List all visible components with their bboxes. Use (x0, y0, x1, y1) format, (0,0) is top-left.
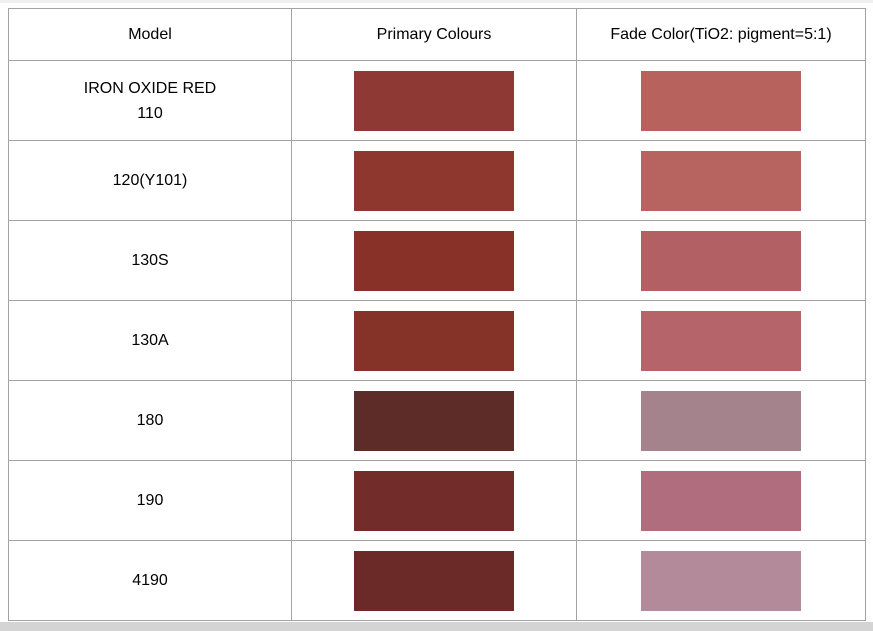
primary-colour-cell (291, 460, 577, 541)
primary-colour-swatch (354, 470, 514, 531)
primary-colour-cell (291, 60, 577, 141)
primary-colour-cell (291, 300, 577, 381)
header-model: Model (8, 8, 292, 61)
fade-colour-cell (576, 60, 866, 141)
model-cell: 120(Y101) (8, 140, 292, 221)
fade-colour-swatch (641, 310, 801, 371)
model-cell: IRON OXIDE RED 110 (8, 60, 292, 141)
top-edge-strip (0, 0, 873, 3)
table-row: 180 (8, 380, 866, 461)
fade-colour-swatch (641, 150, 801, 211)
table-row: 120(Y101) (8, 140, 866, 221)
fade-colour-cell (576, 380, 866, 461)
model-cell: 130S (8, 220, 292, 301)
fade-colour-cell (576, 540, 866, 621)
primary-colour-cell (291, 540, 577, 621)
fade-colour-cell (576, 460, 866, 541)
primary-colour-cell (291, 140, 577, 221)
primary-colour-swatch (354, 150, 514, 211)
model-cell: 130A (8, 300, 292, 381)
table-row: IRON OXIDE RED 110 (8, 60, 866, 141)
header-fade-color: Fade Color(TiO2: pigment=5:1) (576, 8, 866, 61)
fade-colour-swatch (641, 550, 801, 611)
table-row: 190 (8, 460, 866, 541)
primary-colour-cell (291, 220, 577, 301)
fade-colour-cell (576, 140, 866, 221)
header-primary-colours: Primary Colours (291, 8, 577, 61)
fade-colour-swatch (641, 230, 801, 291)
table-row: 130A (8, 300, 866, 381)
primary-colour-swatch (354, 230, 514, 291)
header-row: Model Primary Colours Fade Color(TiO2: p… (8, 8, 866, 61)
fade-colour-cell (576, 300, 866, 381)
fade-colour-cell (576, 220, 866, 301)
primary-colour-swatch (354, 550, 514, 611)
primary-colour-swatch (354, 390, 514, 451)
pigment-color-table: Model Primary Colours Fade Color(TiO2: p… (8, 8, 866, 621)
primary-colour-swatch (354, 310, 514, 371)
table-row: 130S (8, 220, 866, 301)
model-cell: 180 (8, 380, 292, 461)
fade-colour-swatch (641, 390, 801, 451)
model-cell: 190 (8, 460, 292, 541)
fade-colour-swatch (641, 70, 801, 131)
primary-colour-swatch (354, 70, 514, 131)
model-cell: 4190 (8, 540, 292, 621)
table-row: 4190 (8, 540, 866, 621)
bottom-edge-strip (0, 622, 873, 631)
fade-colour-swatch (641, 470, 801, 531)
primary-colour-cell (291, 380, 577, 461)
